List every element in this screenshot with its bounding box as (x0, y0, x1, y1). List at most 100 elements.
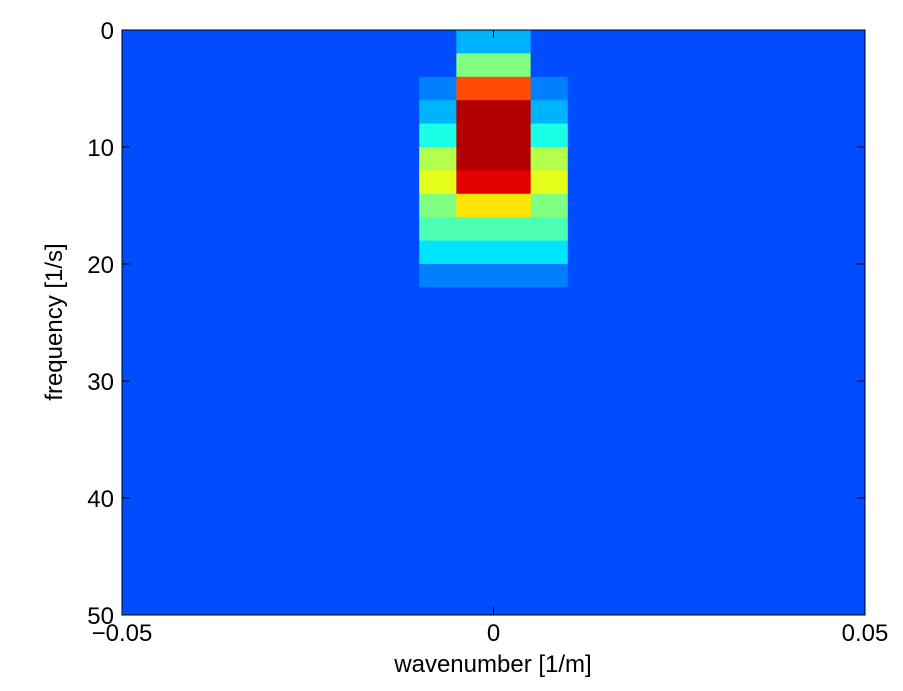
heat-cell (530, 147, 569, 171)
heat-cell (604, 30, 643, 54)
heat-cell (716, 381, 755, 405)
heat-cell (530, 427, 569, 452)
heat-cell (419, 591, 457, 616)
heat-cell (122, 30, 160, 54)
heat-cell (270, 30, 309, 54)
heat-cell (159, 427, 197, 452)
heat-cell (679, 544, 717, 569)
heat-cell (567, 498, 606, 522)
y-tick-label: 0 (101, 18, 114, 45)
heat-cell (122, 76, 160, 101)
heat-cell (382, 264, 420, 288)
heat-cell (419, 427, 457, 452)
heat-cell (233, 381, 272, 405)
heat-cell (382, 310, 420, 335)
heat-cell (716, 53, 755, 78)
heat-cell (679, 381, 717, 405)
heat-cell (196, 334, 234, 359)
heat-cell (382, 474, 420, 499)
heat-cell (159, 381, 197, 405)
heat-cell (530, 264, 569, 288)
heat-cell (419, 100, 457, 125)
heat-cell (344, 76, 383, 101)
heat-cell (196, 381, 234, 405)
heat-cell (604, 240, 643, 265)
heat-cell (753, 287, 792, 312)
heat-cell (307, 310, 346, 335)
heat-cell (790, 264, 829, 288)
heat-cell (753, 498, 792, 522)
heat-cell (456, 147, 494, 171)
heat-cell (493, 53, 532, 78)
heat-cell (493, 217, 532, 242)
heat-cell (233, 451, 272, 476)
heat-cell (270, 170, 309, 195)
heat-cell (716, 591, 755, 616)
heat-cell (122, 568, 160, 593)
heat-cell (159, 451, 197, 476)
heat-cell (122, 264, 160, 288)
heat-cell (419, 76, 457, 101)
heat-cell (196, 544, 234, 569)
heat-cell (270, 53, 309, 78)
heat-cell (419, 193, 457, 218)
heat-cell (382, 147, 420, 171)
heat-cell (530, 521, 569, 546)
heat-cell (307, 287, 346, 312)
heat-cell (642, 427, 680, 452)
heat-cell (493, 521, 532, 546)
heat-cell (233, 30, 272, 54)
heat-cell (753, 310, 792, 335)
heat-cell (159, 404, 197, 429)
heat-cell (790, 591, 829, 616)
heat-cell (604, 264, 643, 288)
heat-cell (419, 521, 457, 546)
heat-cell (716, 427, 755, 452)
heat-cell (233, 334, 272, 359)
heat-cell (456, 100, 494, 125)
heat-cell (530, 287, 569, 312)
heat-cell (307, 568, 346, 593)
heat-cell (419, 357, 457, 382)
heat-cell (827, 147, 866, 171)
heat-cell (456, 53, 494, 78)
heat-cell (307, 193, 346, 218)
heat-cell (159, 334, 197, 359)
heat-cell (159, 287, 197, 312)
heat-cell (493, 451, 532, 476)
heat-cell (233, 498, 272, 522)
heat-cell (307, 451, 346, 476)
heat-cell (642, 217, 680, 242)
heat-cell (233, 568, 272, 593)
heat-cell (493, 100, 532, 125)
heat-cell (790, 76, 829, 101)
heat-cell (159, 100, 197, 125)
heat-cell (493, 310, 532, 335)
heat-cell (604, 193, 643, 218)
heat-cell (753, 100, 792, 125)
heat-cell (567, 381, 606, 405)
heat-cell (753, 240, 792, 265)
heat-cell (419, 264, 457, 288)
heat-cell (344, 451, 383, 476)
heat-cell (604, 100, 643, 125)
heat-cell (196, 53, 234, 78)
heat-cell (716, 76, 755, 101)
heat-cell (456, 240, 494, 265)
heat-cell (827, 451, 866, 476)
heat-cell (307, 404, 346, 429)
heat-cell (382, 357, 420, 382)
heat-cell (159, 474, 197, 499)
heat-cell (344, 123, 383, 148)
heat-cell (642, 591, 680, 616)
heat-cell (344, 568, 383, 593)
heat-cell (679, 591, 717, 616)
heat-cell (604, 310, 643, 335)
heat-cell (307, 76, 346, 101)
heat-cell (567, 240, 606, 265)
heat-cell (196, 474, 234, 499)
heat-cell (196, 170, 234, 195)
heat-cell (122, 287, 160, 312)
heat-cell (493, 381, 532, 405)
heat-cell (122, 521, 160, 546)
